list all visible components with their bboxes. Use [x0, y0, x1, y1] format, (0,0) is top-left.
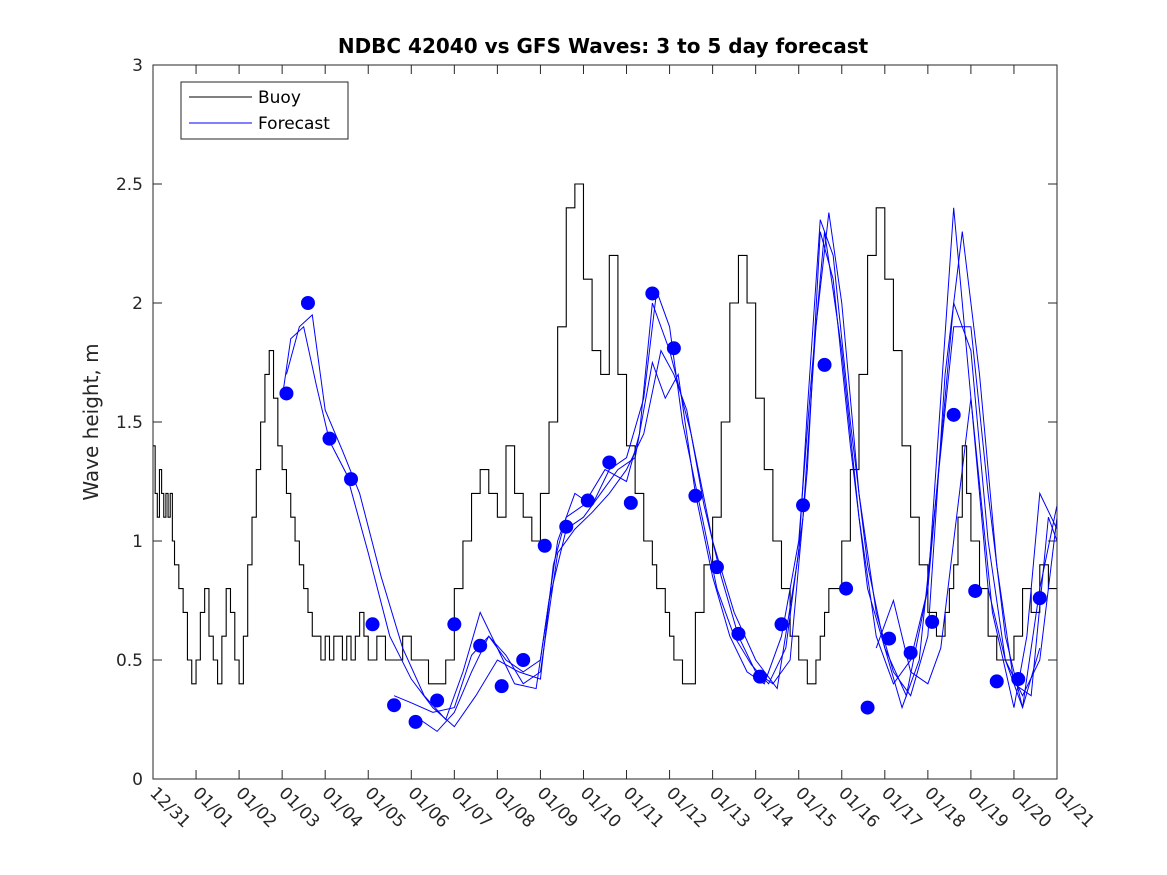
forecast-marker — [623, 495, 638, 510]
forecast-marker — [796, 498, 811, 513]
forecast-marker — [279, 386, 294, 401]
forecast-marker — [494, 679, 509, 694]
y-tick-label: 2 — [132, 294, 143, 314]
y-tick-label: 0 — [132, 770, 143, 790]
forecast-marker — [602, 455, 617, 470]
forecast-marker — [666, 341, 681, 356]
y-tick-label: 1 — [132, 532, 143, 552]
plot-series — [153, 183, 1057, 733]
forecast-marker — [709, 560, 724, 575]
forecast-marker — [322, 431, 337, 446]
y-axis-label: Wave height, m — [79, 343, 103, 500]
y-tick-label: 3 — [132, 56, 143, 76]
forecast-marker — [516, 653, 531, 667]
forecast-marker — [580, 493, 595, 508]
forecast-marker — [817, 357, 832, 372]
legend[interactable]: Buoy Forecast — [180, 81, 349, 140]
forecast-marker — [645, 286, 660, 301]
forecast-marker — [473, 638, 488, 653]
y-tick-label: 0.5 — [116, 651, 143, 671]
axes-box — [152, 64, 1058, 780]
forecast-marker — [925, 614, 940, 629]
y-tick-labels: 0 0.5 1 1.5 2 2.5 3 — [116, 56, 143, 790]
forecast-marker — [430, 693, 445, 708]
forecast-marker — [860, 700, 875, 715]
forecast-line-4 — [875, 398, 1057, 697]
legend-buoy-label: Buoy — [258, 88, 301, 108]
forecast-marker — [903, 645, 918, 660]
forecast-marker — [731, 626, 746, 641]
forecast-marker — [946, 407, 961, 422]
forecast-marker — [344, 472, 359, 487]
forecast-marker — [559, 519, 574, 534]
forecast-marker — [774, 617, 789, 632]
forecast-marker — [1011, 672, 1026, 687]
buoy-line — [153, 183, 1057, 685]
legend-box — [180, 81, 349, 140]
forecast-marker — [752, 669, 767, 684]
forecast-marker — [688, 488, 703, 503]
forecast-marker — [968, 583, 983, 598]
legend-forecast-label: Forecast — [258, 114, 330, 134]
forecast-marker — [839, 581, 854, 596]
forecast-marker — [408, 714, 423, 729]
forecast-marker — [1032, 591, 1047, 606]
forecast-marker — [989, 674, 1004, 689]
forecast-marker — [882, 631, 897, 646]
series-layer — [153, 183, 1057, 733]
forecast-marker — [365, 617, 380, 632]
forecast-marker — [387, 698, 402, 713]
y-tick-label: 1.5 — [116, 413, 143, 433]
forecast-marker — [300, 296, 315, 310]
y-tick-label: 2.5 — [116, 175, 143, 195]
plot-area — [153, 65, 1057, 779]
forecast-marker — [447, 617, 462, 632]
forecast-line-1 — [285, 231, 1041, 721]
chart-title: NDBC 42040 vs GFS Waves: 3 to 5 day fore… — [338, 34, 869, 58]
forecast-marker — [537, 538, 552, 553]
